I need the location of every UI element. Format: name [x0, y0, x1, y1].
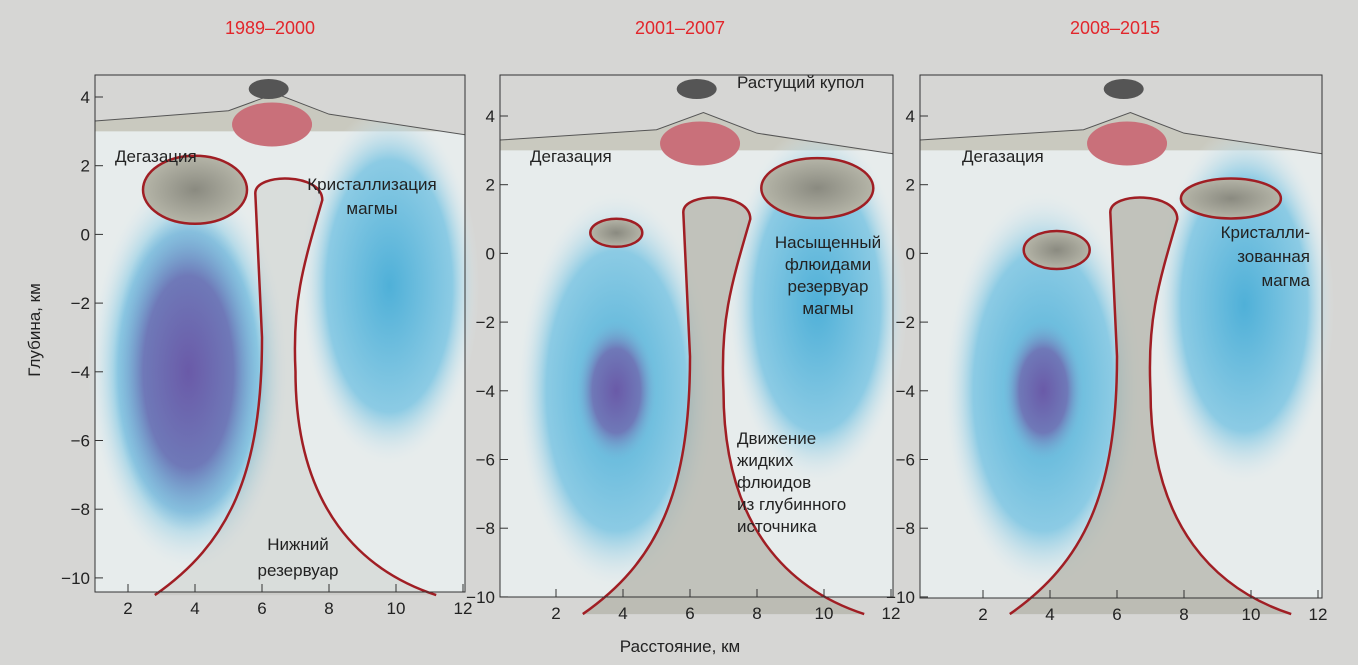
- panel-title: 1989–2000: [225, 18, 315, 38]
- y-tick-label: 2: [906, 176, 915, 195]
- y-tick-label: −8: [71, 500, 90, 519]
- x-tick-label: 10: [387, 599, 406, 618]
- y-tick-label: 2: [486, 176, 495, 195]
- y-tick-label: 0: [81, 225, 90, 244]
- y-tick-label: 0: [486, 244, 495, 263]
- x-tick-label: 6: [257, 599, 266, 618]
- figure: 1989–2000 4 2 0 −2 −4 −6 −8 −10 2 4 6 8 10 12 Дегазация…: [0, 0, 1358, 660]
- dome: [1087, 121, 1167, 165]
- y-tick-label: −10: [466, 588, 495, 607]
- x-tick-label: 8: [1179, 605, 1188, 624]
- y-tick-label: 0: [906, 244, 915, 263]
- annotation: Дегазация: [962, 147, 1044, 166]
- low-velocity: [299, 106, 479, 466]
- annotation: Дегазация: [530, 147, 612, 166]
- annotation: флюидов: [737, 473, 811, 492]
- cloud: [249, 79, 289, 99]
- y-tick-label: −4: [476, 382, 495, 401]
- x-tick-label: 8: [324, 599, 333, 618]
- y-tick-label: −10: [61, 569, 90, 588]
- x-tick-label: 6: [685, 604, 694, 623]
- annotation: флюидами: [785, 255, 871, 274]
- y-tick-label: 4: [486, 107, 495, 126]
- x-tick-label: 10: [815, 604, 834, 623]
- x-tick-label: 8: [752, 604, 761, 623]
- panel-title: 2001–2007: [635, 18, 725, 38]
- y-tick-label: 4: [81, 88, 90, 107]
- y-tick-label: −2: [896, 313, 915, 332]
- dome: [232, 102, 312, 146]
- annotation: Кристаллизация: [307, 175, 436, 194]
- annotation: Кристалли-: [1221, 223, 1310, 242]
- reservoir: [761, 158, 873, 218]
- annotation: Нижний: [267, 535, 329, 554]
- y-tick-label: −4: [896, 382, 915, 401]
- dome: [660, 121, 740, 165]
- x-tick-label: 2: [123, 599, 132, 618]
- x-axis-label: Расстояние, км: [620, 637, 740, 656]
- y-tick-label: −2: [71, 294, 90, 313]
- annotation: резервуар: [788, 277, 869, 296]
- reservoir: [1181, 178, 1281, 218]
- x-tick-label: 10: [1242, 605, 1261, 624]
- y-axis-label: Глубина, км: [25, 283, 44, 377]
- y-tick-label: −8: [476, 519, 495, 538]
- reservoir: [1024, 231, 1090, 269]
- x-tick-label: 12: [1309, 605, 1328, 624]
- annotation: Насыщенный: [775, 233, 881, 252]
- annotation: магма: [1262, 271, 1311, 290]
- x-tick-label: 4: [1045, 605, 1054, 624]
- y-tick-label: −6: [896, 451, 915, 470]
- annotation: резервуар: [258, 561, 339, 580]
- x-tick-label: 4: [190, 599, 199, 618]
- y-tick-label: −6: [476, 451, 495, 470]
- x-tick-label: 2: [551, 604, 560, 623]
- x-tick-label: 4: [618, 604, 627, 623]
- annotation: Дегазация: [115, 147, 197, 166]
- y-tick-label: −6: [71, 432, 90, 451]
- y-tick-label: 2: [81, 157, 90, 176]
- y-tick-label: 4: [906, 107, 915, 126]
- y-tick-label: −10: [886, 588, 915, 607]
- y-tick-label: −8: [896, 519, 915, 538]
- reservoir: [590, 219, 642, 247]
- low-velocity-core: [1003, 321, 1083, 461]
- x-tick-label: 2: [978, 605, 987, 624]
- annotation: Растущий купол: [737, 73, 864, 92]
- annotation: Движение: [737, 429, 816, 448]
- panel-title: 2008–2015: [1070, 18, 1160, 38]
- x-tick-label: 6: [1112, 605, 1121, 624]
- cloud: [1104, 79, 1144, 99]
- annotation: магмы: [346, 199, 397, 218]
- cloud: [677, 79, 717, 99]
- annotation: зованная: [1237, 247, 1310, 266]
- low-velocity-core: [576, 321, 656, 461]
- y-tick-label: −4: [71, 363, 90, 382]
- annotation: магмы: [802, 299, 853, 318]
- annotation: источника: [737, 517, 817, 536]
- annotation: жидких: [737, 451, 794, 470]
- y-tick-label: −2: [476, 313, 495, 332]
- annotation: из глубинного: [737, 495, 846, 514]
